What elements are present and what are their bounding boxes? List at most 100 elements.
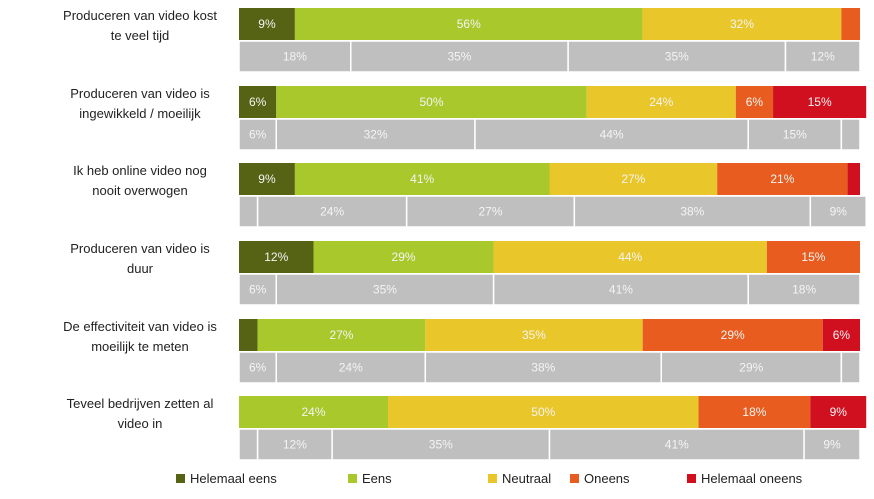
- comparison-segment-label: 18%: [283, 50, 307, 64]
- bar-segment-helemaal-eens: [239, 86, 277, 118]
- legend-item: Neutraal: [488, 471, 551, 486]
- category-label-line: nooit overwogen: [92, 183, 187, 198]
- comparison-segment: [840, 118, 861, 151]
- legend-label: Eens: [362, 471, 392, 486]
- bar-segment-neutraal: [549, 163, 718, 195]
- comparison-segment: [567, 40, 787, 73]
- comparison-segment-label: 15%: [783, 128, 807, 142]
- category-row: Produceren van video is duur 12% 29% 44% 15% 6…: [70, 241, 861, 306]
- comparison-segment: [747, 118, 843, 151]
- legend-swatch: [348, 474, 357, 483]
- comparison-segment: [238, 273, 278, 306]
- comparison-segment: [660, 351, 843, 384]
- chart-rows: Produceren van video kost te veel tijd 9% 5…: [63, 8, 867, 461]
- category-label-line: te veel tijd: [111, 28, 170, 43]
- comparison-segment-label: 24%: [339, 361, 363, 375]
- comparison-segment: [573, 195, 812, 228]
- bar-segment-eens: [257, 319, 426, 351]
- category-row: Produceren van video kost te veel tijd 9% 5…: [63, 8, 861, 73]
- category-label-line: Teveel bedrijven zetten al: [67, 396, 214, 411]
- bar-segment-label: 24%: [302, 405, 326, 419]
- comparison-segment-label: 29%: [739, 361, 763, 375]
- category-label-line: Produceren van video is: [70, 86, 210, 101]
- comparison-segment-label: 35%: [429, 438, 453, 452]
- category-label: Ik heb online video nog nooit overwogen: [73, 163, 207, 198]
- bar-segment-neutraal: [642, 8, 842, 40]
- bar-segment-label: 9%: [258, 17, 276, 31]
- bar-segment-label: 50%: [531, 405, 555, 419]
- bar-segment-label: 6%: [833, 328, 851, 342]
- bar-segment-label: 32%: [730, 17, 754, 31]
- bar-segment-label: 35%: [522, 328, 546, 342]
- category-label-line: De effectiviteit van video is: [63, 319, 217, 334]
- category-label: De effectiviteit van video is moeilijk te…: [63, 319, 217, 354]
- legend-item: Helemaal eens: [176, 471, 277, 486]
- bar-segment-neutraal: [388, 396, 699, 428]
- bar-segment-eens: [294, 163, 550, 195]
- comparison-segment-label: 6%: [249, 283, 267, 297]
- comparison-segment: [275, 118, 476, 151]
- category-row: Produceren van video is ingewikkeld / moe…: [70, 86, 867, 151]
- bar-segment-label: 27%: [329, 328, 353, 342]
- bar-segment-oneens: [841, 8, 860, 40]
- bar-segment-label: 18%: [742, 405, 766, 419]
- comparison-segment: [238, 195, 259, 228]
- bar-segment-label: 15%: [801, 250, 825, 264]
- category-row: De effectiviteit van video is moeilijk te…: [63, 319, 861, 384]
- comparison-segment-label: 35%: [665, 50, 689, 64]
- bar-segment-helemaal-oneens: [847, 163, 860, 195]
- category-label-line: Ik heb online video nog: [73, 163, 207, 178]
- bar-segment-neutraal: [493, 241, 767, 273]
- bar-segment-eens: [313, 241, 494, 273]
- legend-item: Eens: [348, 471, 392, 486]
- comparison-segment-label: 24%: [320, 205, 344, 219]
- legend-item: Oneens: [570, 471, 630, 486]
- legend-label: Oneens: [584, 471, 630, 486]
- legend: Helemaal eens Eens Neutraal Oneens Helemaal …: [176, 471, 803, 486]
- comparison-segment: [238, 351, 278, 384]
- bar-segment-label: 24%: [649, 95, 673, 109]
- comparison-segment: [350, 40, 569, 73]
- bar-segment-neutraal: [586, 86, 736, 118]
- bar-segment-label: 41%: [410, 172, 434, 186]
- bar-segment-label: 21%: [770, 172, 794, 186]
- category-row: Ik heb online video nog nooit overwogen 9%…: [73, 163, 867, 228]
- category-label-line: moeilijk te meten: [91, 339, 189, 354]
- bar-segment-helemaal-eens: [239, 319, 258, 351]
- category-label-line: Produceren van video kost: [63, 8, 217, 23]
- bar-segment-oneens: [735, 86, 774, 118]
- comparison-segment: [275, 351, 427, 384]
- bar-segment-oneens: [698, 396, 811, 428]
- bar-segment-eens: [239, 396, 389, 428]
- bar-segment-label: 12%: [264, 250, 288, 264]
- comparison-segment: [840, 351, 861, 384]
- category-label: Produceren van video kost te veel tijd: [63, 8, 217, 43]
- comparison-segment: [405, 195, 576, 228]
- legend-swatch: [570, 474, 579, 483]
- comparison-segment: [809, 195, 867, 228]
- comparison-segment-label: 41%: [665, 438, 689, 452]
- comparison-segment-label: 38%: [680, 205, 704, 219]
- bar-segment-label: 44%: [618, 250, 642, 264]
- category-label: Produceren van video is ingewikkeld / moe…: [70, 86, 210, 121]
- category-label-line: ingewikkeld / moeilijk: [79, 106, 201, 121]
- comparison-segment: [747, 273, 861, 306]
- bar-segment-neutraal: [425, 319, 643, 351]
- bar-segment-helemaal-eens: [239, 163, 295, 195]
- comparison-segment-label: 35%: [373, 283, 397, 297]
- bar-segment-label: 9%: [830, 405, 848, 419]
- comparison-segment-label: 18%: [792, 283, 816, 297]
- comparison-segment-label: 9%: [830, 205, 848, 219]
- comparison-segment: [492, 273, 749, 306]
- comparison-segment: [331, 428, 551, 461]
- comparison-segment: [275, 273, 495, 306]
- comparison-segment-label: 9%: [823, 438, 841, 452]
- comparison-segment-label: 32%: [364, 128, 388, 142]
- category-label-line: duur: [127, 261, 154, 276]
- bar-segment-label: 29%: [392, 250, 416, 264]
- comparison-segment: [238, 428, 259, 461]
- comparison-segment-label: 38%: [531, 361, 555, 375]
- legend-swatch: [488, 474, 497, 483]
- comparison-segment-label: 6%: [249, 361, 267, 375]
